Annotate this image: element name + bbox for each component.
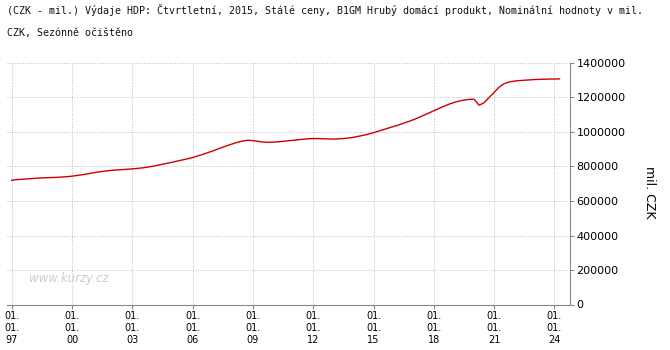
Text: www.kurzy.cz: www.kurzy.cz	[29, 272, 109, 285]
Text: CZK, Sezónně očištěno: CZK, Sezónně očištěno	[7, 28, 133, 38]
Text: mil. CZK: mil. CZK	[643, 166, 657, 219]
Text: (CZK - mil.) Výdaje HDP: Čtvrtletní, 2015, Stálé ceny, B1GM Hrubý domácí produkt: (CZK - mil.) Výdaje HDP: Čtvrtletní, 201…	[7, 4, 643, 15]
